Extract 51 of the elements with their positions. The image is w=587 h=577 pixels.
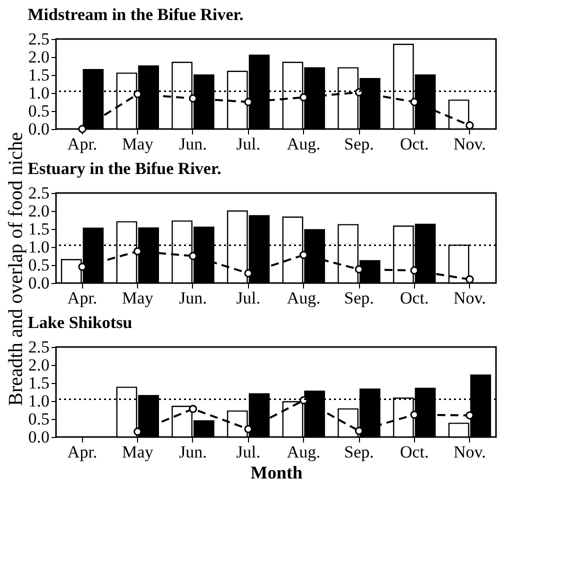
y-tick-label: 0.0 [28,428,50,446]
y-tick-label: 2.5 [28,30,50,48]
y-tick-label: 0.5 [28,256,50,274]
x-tick-label: Nov. [453,288,486,308]
x-tick-label: May [122,442,154,462]
x-tick-label: Apr. [67,288,98,308]
point [188,404,198,414]
y-tick-label: 2.0 [28,356,50,374]
y-tick-label: 1.0 [28,238,50,256]
x-tick-label: Apr. [67,442,98,462]
point [466,121,474,130]
x-tick-label: Oct. [400,442,429,462]
y-tick-label: 2.0 [28,202,50,220]
point [78,124,86,134]
x-tick-label: Jun. [179,442,207,462]
y-tick-label: 1.0 [28,392,50,410]
y-tick-label: 1.5 [28,374,50,392]
x-tick-label: Jul. [236,288,260,308]
y-tick-label: 1.5 [28,66,50,84]
x-tick-label: Jul. [236,442,260,462]
x-tick-label: Apr. [67,134,98,154]
chart-title: Midstream in the Bifue River. [28,5,244,24]
x-tick-label: Jul. [236,134,260,154]
chart-title: Estuary in the Bifue River. [28,159,222,178]
chart-title: Lake Shikotsu [28,313,132,332]
y-tick-label: 0.5 [28,410,50,428]
x-axis-title: Month [250,462,303,482]
x-tick-label: Sep. [344,134,374,154]
y-tick-label: 1.0 [28,84,50,102]
y-tick-label: 1.5 [28,220,50,238]
x-tick-label: May [122,134,154,154]
x-tick-label: Aug. [286,442,320,462]
x-tick-label: Nov. [453,134,486,154]
point [466,275,474,284]
y-tick-label: 2.5 [28,184,50,202]
x-tick-label: May [122,288,154,308]
x-tick-label: Oct. [400,288,429,308]
y-tick-label: 2.0 [28,48,50,66]
x-tick-label: Aug. [286,288,320,308]
x-tick-label: Aug. [286,134,320,154]
x-tick-label: Sep. [344,442,374,462]
x-tick-label: Nov. [453,442,486,462]
y-tick-label: 2.5 [28,338,50,356]
x-tick-label: Jun. [179,134,207,154]
x-tick-label: Sep. [344,288,374,308]
y-tick-label: 0.0 [28,274,50,292]
x-tick-label: Jun. [179,288,207,308]
y-tick-label: 0.0 [28,120,50,138]
y-axis-title: Breadth and overlap of food niche [5,132,27,406]
y-tick-label: 0.5 [28,102,50,120]
x-tick-label: Oct. [400,134,429,154]
